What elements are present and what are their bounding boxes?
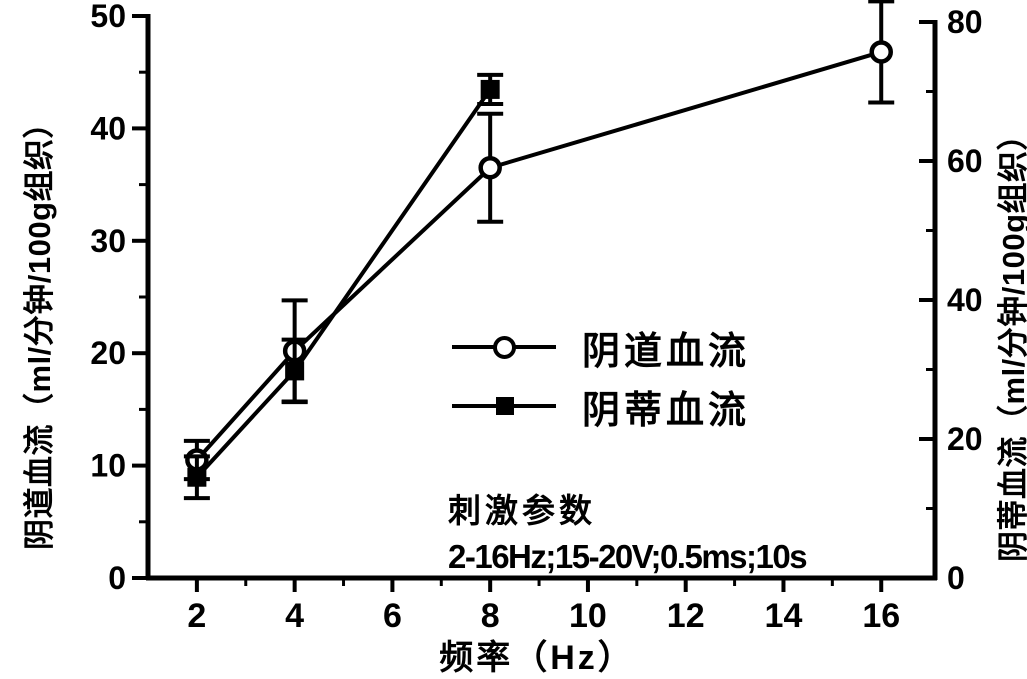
x-tick-label: 14 [765, 597, 803, 635]
stimulus-annotation: 刺激参数 2-16Hz;15-20V;0.5ms;10s [448, 484, 808, 576]
x-tick-label: 2 [187, 597, 206, 635]
right-tick-label: 80 [947, 4, 983, 40]
data-point-filled-square [285, 361, 305, 381]
chart-legend: 阴道血流 阴蒂血流 [452, 324, 750, 442]
left-tick-label: 40 [90, 110, 126, 146]
x-axis-title: 频率（Hz） [439, 639, 635, 677]
legend-label-vaginal-flow: 阴道血流 [582, 330, 751, 373]
x-tick-label: 8 [481, 597, 500, 635]
open-circle-marker-icon [493, 336, 516, 359]
legend-item-vaginal-flow: 阴道血流 [452, 324, 750, 373]
data-point-open-circle [869, 40, 893, 64]
left-tick-label: 0 [108, 560, 126, 596]
series-line-clitoral [195, 88, 492, 479]
left-tick-label: 10 [90, 448, 126, 484]
left-tick-label: 20 [90, 335, 126, 371]
annotation-title: 刺激参数 [448, 492, 596, 529]
filled-square-marker-icon [496, 397, 514, 415]
legend-label-clitoral-flow: 阴蒂血流 [582, 389, 751, 432]
legend-sample-line [452, 383, 556, 429]
data-point-filled-square [187, 467, 207, 487]
left-tick-label: 50 [90, 0, 126, 34]
series-line-vaginal [195, 50, 882, 462]
left-y-axis-title: 阴道血流（ml/分钟/100g组织） [22, 106, 57, 550]
right-tick-label: 40 [947, 282, 983, 318]
right-tick-label: 20 [947, 421, 983, 457]
x-tick-label: 6 [383, 597, 402, 635]
left-tick-label: 30 [90, 223, 126, 259]
right-tick-label: 60 [947, 143, 983, 179]
annotation-parameters: 2-16Hz;15-20V;0.5ms;10s [448, 538, 808, 575]
x-tick-label: 10 [569, 597, 607, 635]
right-y-axis-title: 阴蒂血流（ml/分钟/100g组织） [996, 118, 1027, 562]
legend-sample-line [452, 324, 556, 370]
x-tick-label: 16 [862, 597, 900, 635]
data-point-filled-square [480, 79, 500, 99]
legend-item-clitoral-flow: 阴蒂血流 [452, 383, 750, 432]
data-point-open-circle [478, 155, 502, 180]
x-tick-label: 12 [667, 597, 705, 635]
x-tick-label: 4 [285, 597, 304, 635]
right-tick-label: 0 [947, 560, 965, 596]
